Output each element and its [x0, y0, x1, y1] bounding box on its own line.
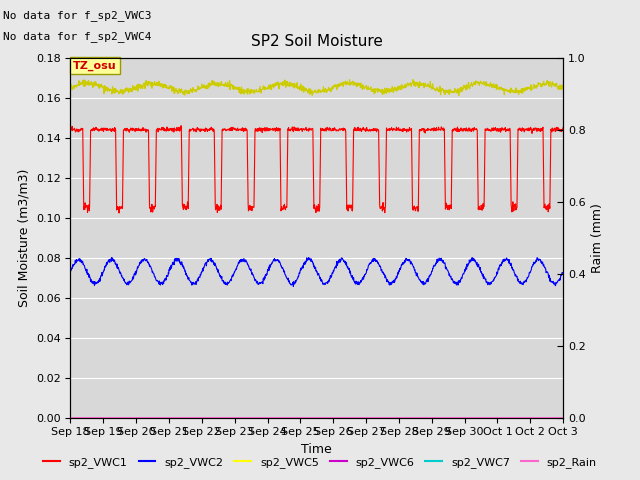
Y-axis label: Soil Moisture (m3/m3): Soil Moisture (m3/m3) [17, 168, 30, 307]
Text: No data for f_sp2_VWC4: No data for f_sp2_VWC4 [3, 31, 152, 42]
Text: No data for f_sp2_VWC3: No data for f_sp2_VWC3 [3, 10, 152, 21]
Y-axis label: Raim (mm): Raim (mm) [591, 203, 604, 273]
Title: SP2 Soil Moisture: SP2 Soil Moisture [251, 35, 383, 49]
Text: TZ_osu: TZ_osu [73, 60, 117, 71]
Legend: sp2_VWC1, sp2_VWC2, sp2_VWC5, sp2_VWC6, sp2_VWC7, sp2_Rain: sp2_VWC1, sp2_VWC2, sp2_VWC5, sp2_VWC6, … [39, 452, 601, 472]
X-axis label: Time: Time [301, 443, 332, 456]
